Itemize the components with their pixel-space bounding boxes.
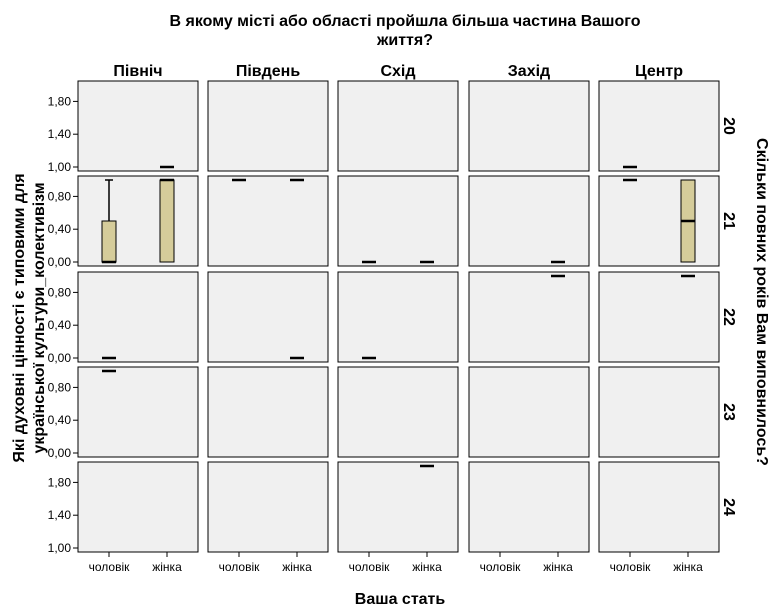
column-label: Центр bbox=[635, 63, 683, 80]
row-labels: 20 21 22 23 24 bbox=[720, 117, 737, 516]
row-label: 20 bbox=[720, 117, 737, 135]
y-tick-label: 1,00 bbox=[48, 160, 72, 174]
y-tick-label: 0,00 bbox=[48, 351, 72, 365]
facet-panel bbox=[207, 271, 329, 363]
facet-panel bbox=[598, 80, 720, 172]
row-label: 24 bbox=[720, 498, 737, 516]
column-label: Захід bbox=[508, 63, 550, 80]
facet-panel bbox=[598, 175, 720, 267]
y-tick-label: 1,40 bbox=[48, 127, 72, 141]
facet-panel bbox=[77, 80, 199, 172]
row-label: 22 bbox=[720, 308, 737, 326]
x-axis-label: Ваша стать bbox=[355, 591, 446, 608]
chart-title-line-1: В якому місті або області пройшла більша… bbox=[170, 13, 641, 30]
facet-panel bbox=[598, 366, 720, 458]
x-category-label: чоловік bbox=[89, 560, 131, 574]
column-label: Північ bbox=[113, 63, 162, 80]
box-marks bbox=[101, 165, 696, 468]
facet-panel bbox=[337, 175, 459, 267]
facet-panel bbox=[468, 175, 590, 267]
x-category-label: жінка bbox=[412, 560, 442, 574]
y-tick-label: 0,00 bbox=[48, 255, 72, 269]
row-label: 23 bbox=[720, 403, 737, 421]
y-tick-label: 1,40 bbox=[48, 508, 72, 522]
x-category-label: чоловік bbox=[219, 560, 261, 574]
box-body bbox=[101, 220, 117, 263]
column-label: Південь bbox=[236, 63, 301, 80]
panel-grid bbox=[77, 80, 720, 553]
facet-panel bbox=[207, 461, 329, 553]
y-tick-label: 0,80 bbox=[48, 285, 72, 299]
box-mark bbox=[101, 179, 117, 264]
facet-panel bbox=[468, 461, 590, 553]
facet-panel bbox=[77, 366, 199, 458]
chart-title-line-2: життя? bbox=[376, 32, 433, 49]
right-axis-label: Скільки повних років Вам виповнилось? bbox=[753, 138, 770, 466]
y-axis-label-line-2: української культури_колективізм bbox=[31, 182, 48, 453]
facet-panel bbox=[468, 80, 590, 172]
facet-panel bbox=[337, 366, 459, 458]
facet-panel bbox=[598, 271, 720, 363]
y-tick-label: 0,40 bbox=[48, 222, 72, 236]
x-category-label: жінка bbox=[282, 560, 312, 574]
y-axis-label-line-1: Які духовні цінності є типовими для bbox=[11, 173, 28, 462]
facet-panel bbox=[337, 461, 459, 553]
y-tick-label: 1,00 bbox=[48, 541, 72, 555]
y-tick-label: 0,80 bbox=[48, 380, 72, 394]
facet-panel bbox=[207, 175, 329, 267]
y-axis-ticks: 1,80 1,40 1,00 0,80 0,40 0,00 0,80 0,40 0,00 0,80… bbox=[48, 94, 78, 555]
y-tick-label: 0,00 bbox=[48, 446, 72, 460]
column-headers: Північ Південь Схід Захід Центр bbox=[113, 63, 683, 80]
facet-panel bbox=[207, 366, 329, 458]
column-label: Схід bbox=[380, 63, 415, 80]
y-tick-label: 0,40 bbox=[48, 413, 72, 427]
y-tick-label: 1,80 bbox=[48, 94, 72, 108]
facet-panel bbox=[207, 80, 329, 172]
facet-panel bbox=[337, 80, 459, 172]
facet-panel bbox=[77, 175, 199, 267]
x-category-label: жінка bbox=[152, 560, 182, 574]
box-mark bbox=[680, 179, 696, 263]
facet-panel bbox=[468, 366, 590, 458]
box-mark bbox=[159, 178, 175, 263]
x-category-label: жінка bbox=[673, 560, 703, 574]
y-tick-label: 0,40 bbox=[48, 318, 72, 332]
x-category-label: жінка bbox=[543, 560, 573, 574]
x-category-labels: чоловік жінка чоловік жінка чоловік жінка чоло… bbox=[89, 552, 703, 574]
row-label: 21 bbox=[720, 212, 737, 230]
x-category-label: чоловік bbox=[610, 560, 652, 574]
facet-panel bbox=[337, 271, 459, 363]
y-tick-label: 1,80 bbox=[48, 475, 72, 489]
facet-panel bbox=[598, 461, 720, 553]
facet-panel bbox=[77, 461, 199, 553]
facet-panel bbox=[77, 271, 199, 363]
x-category-label: чоловік bbox=[480, 560, 522, 574]
x-category-label: чоловік bbox=[349, 560, 391, 574]
box-body bbox=[159, 179, 175, 263]
facet-panel bbox=[468, 271, 590, 363]
y-tick-label: 0,80 bbox=[48, 189, 72, 203]
